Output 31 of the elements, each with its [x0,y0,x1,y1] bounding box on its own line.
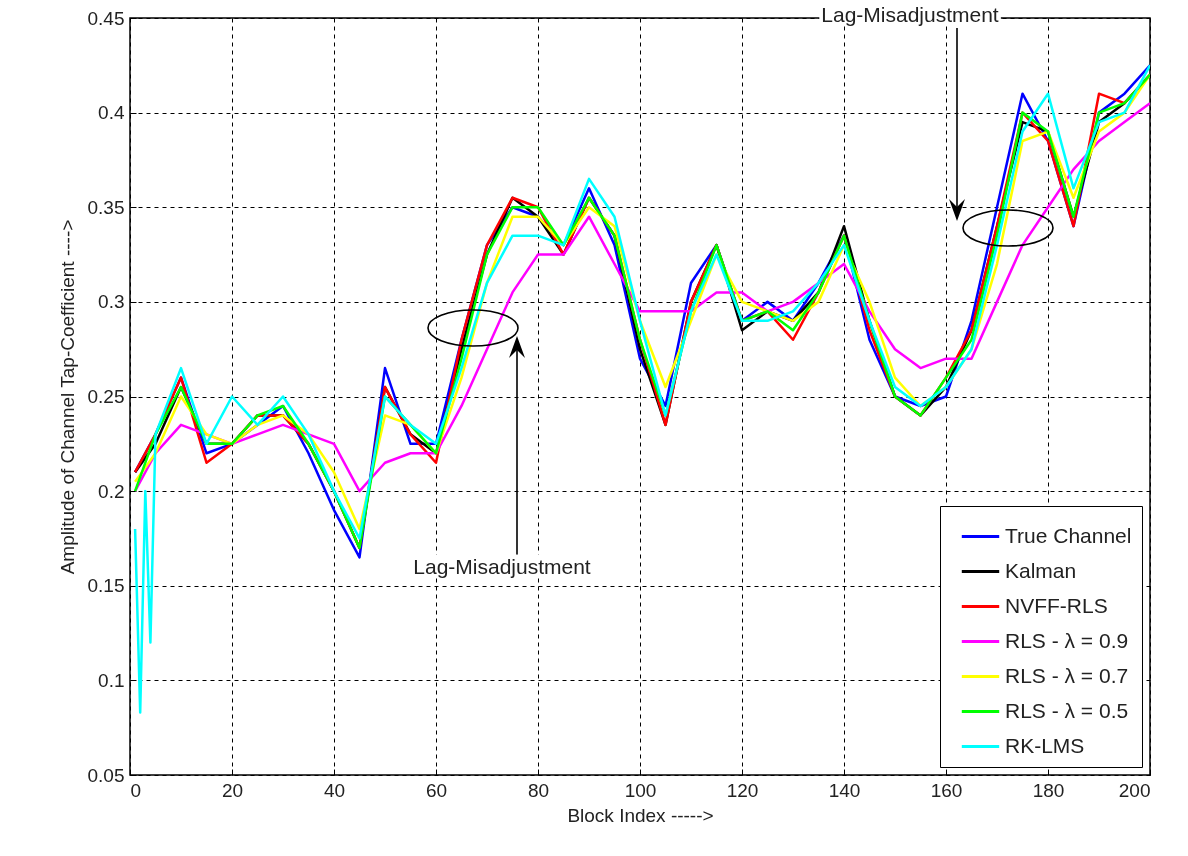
x-tick-label: 180 [1032,779,1065,801]
x-tick-label: 120 [726,779,759,801]
x-tick-label: 0 [130,779,142,801]
x-tick-label: 40 [323,779,346,801]
y-tick-label: 0.15 [87,575,125,597]
legend-label: True Channel [1005,523,1132,547]
x-tick-label: 60 [425,779,448,801]
y-tick-label: 0.3 [98,291,125,313]
x-axis-title: Block Index -----> [567,804,714,826]
legend-label: NVFF-RLS [1005,593,1108,617]
y-axis-title: Amplitude of Channel Tap-Coefficient ----> [56,219,78,575]
y-tick-label: 0.1 [98,669,125,691]
y-tick-label: 0.45 [87,7,125,29]
x-tick-label: 140 [828,779,861,801]
legend-label: RLS - λ = 0.9 [1005,628,1129,652]
legend-label: RK-LMS [1005,733,1085,757]
y-tick-label: 0.4 [98,102,125,124]
x-tick-label: 200 [1118,779,1151,801]
y-tick-label: 0.2 [98,480,125,502]
annotation: Lag-Misadjustment [413,554,591,578]
x-tick-label: 80 [527,779,550,801]
legend-label: RLS - λ = 0.7 [1005,663,1129,687]
y-tick-label: 0.35 [87,196,125,218]
y-tick-label: 0.25 [87,386,125,407]
y-tick-label: 0.05 [87,764,125,786]
x-tick-label: 160 [930,779,963,801]
x-tick-label: 20 [221,779,244,801]
legend-label: Kalman [1005,558,1077,582]
x-tick-label: 100 [624,779,657,801]
legend-label: RLS - λ = 0.5 [1005,698,1129,722]
annotation: Lag-Misadjustment [821,2,999,26]
